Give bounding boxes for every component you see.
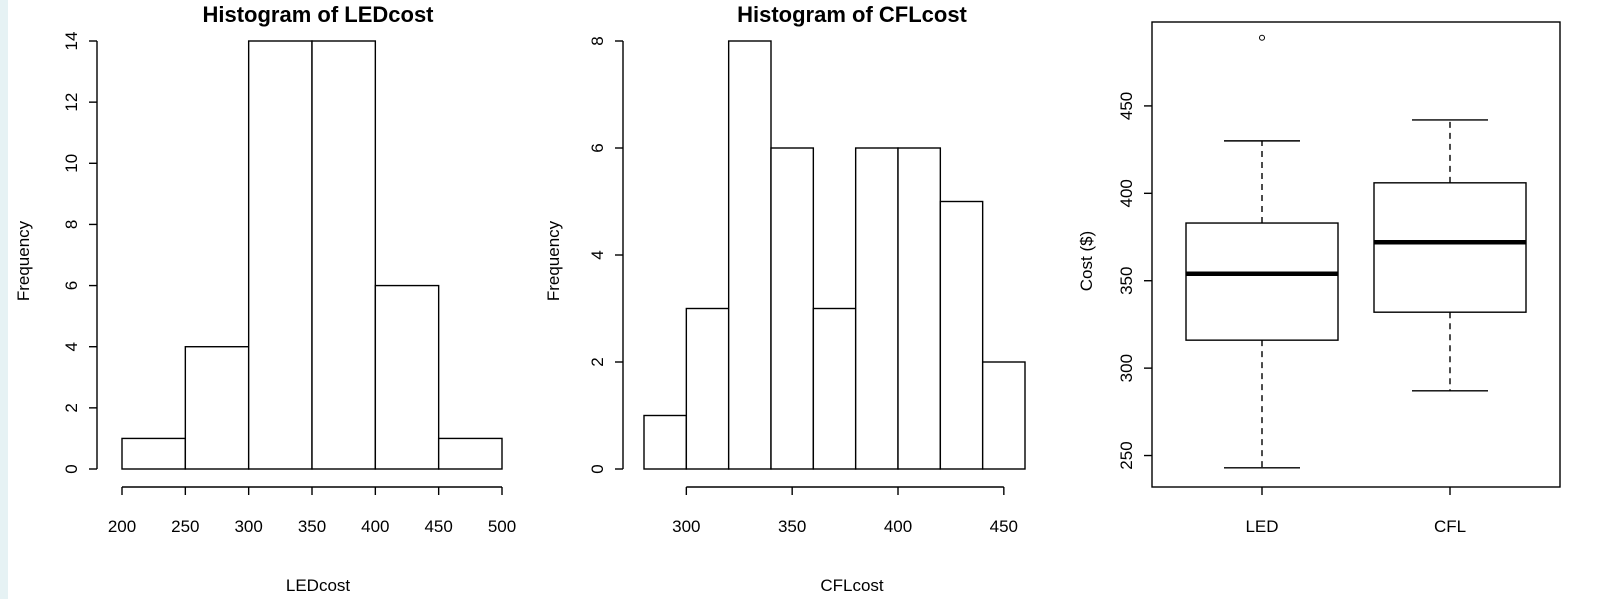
y-axis-label-cfl: Frequency xyxy=(544,220,563,301)
x-tick-label-cfl: 450 xyxy=(990,517,1018,536)
x-tick-label-led: 350 xyxy=(298,517,326,536)
chart-title-cfl: Histogram of CFLcost xyxy=(737,2,967,27)
y-tick-label-box: 450 xyxy=(1117,92,1136,120)
histogram-bar-cfl xyxy=(812,307,857,470)
y-tick-label-led: 12 xyxy=(62,93,81,112)
histogram-bar-cfl xyxy=(770,147,815,470)
y-tick-label-cfl: 2 xyxy=(588,357,607,366)
histogram-bar-led xyxy=(311,40,377,470)
histogram-bar-cfl xyxy=(939,200,984,470)
box-led xyxy=(1185,222,1339,341)
x-axis-label-led: LEDcost xyxy=(286,576,351,595)
histogram-bar-cfl xyxy=(981,361,1026,470)
histogram-bar-led xyxy=(247,40,313,470)
x-tick-label-cfl: 400 xyxy=(884,517,912,536)
histogram-bar-cfl xyxy=(643,414,688,470)
x-tick-label-cfl: 350 xyxy=(778,517,806,536)
y-tick-label-led: 2 xyxy=(62,403,81,412)
x-tick-label-led: 200 xyxy=(108,517,136,536)
plot-frame-box xyxy=(1151,21,1561,488)
x-tick-label-led: 500 xyxy=(488,517,516,536)
histogram-bar-led xyxy=(374,284,440,470)
y-axis-label-box: Cost ($) xyxy=(1077,231,1096,291)
x-tick-label-cfl: 300 xyxy=(672,517,700,536)
y-tick-label-led: 14 xyxy=(62,32,81,51)
histogram-bar-led xyxy=(437,437,503,470)
y-tick-label-led: 6 xyxy=(62,281,81,290)
x-tick-label-led: 450 xyxy=(424,517,452,536)
histogram-bar-led xyxy=(121,437,187,470)
y-tick-label-led: 8 xyxy=(62,220,81,229)
y-tick-label-led: 4 xyxy=(62,342,81,351)
y-tick-label-box: 400 xyxy=(1117,179,1136,207)
y-tick-label-cfl: 4 xyxy=(588,250,607,259)
outlier-point-led xyxy=(1259,34,1265,41)
y-tick-label-cfl: 0 xyxy=(588,464,607,473)
histogram-bar-cfl xyxy=(727,40,772,470)
x-tick-label-box-cfl: CFL xyxy=(1434,517,1466,536)
x-tick-label-led: 400 xyxy=(361,517,389,536)
y-tick-label-cfl: 6 xyxy=(588,143,607,152)
x-tick-label-led: 250 xyxy=(171,517,199,536)
x-axis-label-cfl: CFLcost xyxy=(820,576,884,595)
histogram-bar-led xyxy=(184,346,250,470)
y-tick-label-box: 300 xyxy=(1117,354,1136,382)
y-tick-label-led: 10 xyxy=(62,154,81,173)
y-tick-label-cfl: 8 xyxy=(588,36,607,45)
y-tick-label-box: 250 xyxy=(1117,441,1136,469)
histogram-bar-cfl xyxy=(897,147,942,470)
y-axis-label-led: Frequency xyxy=(14,220,33,301)
y-tick-label-box: 350 xyxy=(1117,267,1136,295)
x-tick-label-led: 300 xyxy=(234,517,262,536)
y-tick-label-led: 0 xyxy=(62,464,81,473)
histogram-bar-cfl xyxy=(854,147,899,470)
histogram-bar-cfl xyxy=(685,307,730,470)
x-tick-label-box-led: LED xyxy=(1245,517,1278,536)
chart-title-led: Histogram of LEDcost xyxy=(202,2,434,27)
window-edge xyxy=(0,0,8,599)
box-cfl xyxy=(1373,182,1527,313)
